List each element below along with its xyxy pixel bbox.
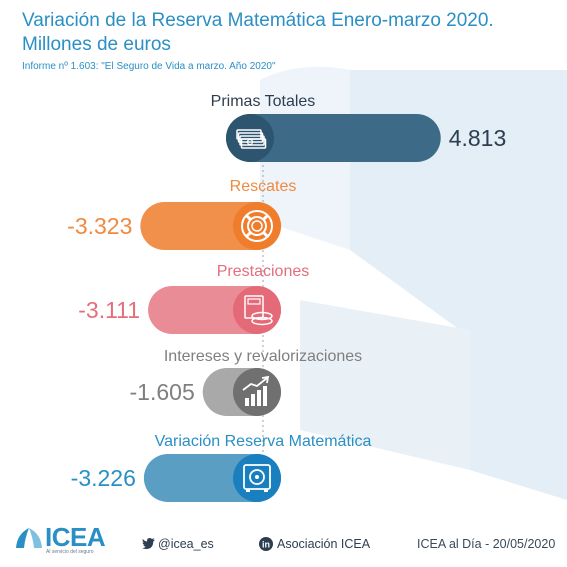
value-label: -3.226 bbox=[71, 465, 136, 491]
icea-logo-icon bbox=[16, 528, 42, 548]
coins-calculator-icon bbox=[244, 295, 273, 326]
date-note: ICEA al Día - 20/05/2020 bbox=[417, 537, 556, 551]
growth-chart-icon bbox=[242, 375, 270, 406]
category-label: Intereses y revalorizaciones bbox=[164, 348, 362, 365]
value-label: -3.323 bbox=[67, 213, 132, 239]
page-title: Variación de la Reserva Matemática Enero… bbox=[22, 10, 494, 55]
category-label: Rescates bbox=[230, 178, 297, 195]
bar-icon-circle-2 bbox=[233, 286, 281, 334]
svg-text:in: in bbox=[262, 540, 270, 550]
category-label: Variación Reserva Matemática bbox=[155, 433, 372, 450]
banknotes-icon bbox=[236, 129, 267, 149]
linkedin-icon[interactable]: in bbox=[259, 537, 273, 551]
linkedin-name[interactable]: Asociación ICEA bbox=[277, 537, 371, 551]
value-label: -3.111 bbox=[78, 297, 140, 323]
lifebuoy-icon bbox=[241, 210, 273, 242]
bar-icon-circle-0 bbox=[226, 114, 274, 162]
icea-logo-text: ICEA bbox=[45, 522, 106, 552]
bar-icon-circle-1 bbox=[233, 202, 281, 250]
twitter-icon[interactable] bbox=[142, 538, 155, 549]
bar-0 bbox=[226, 114, 441, 162]
safe-icon bbox=[243, 464, 271, 492]
twitter-handle[interactable]: @icea_es bbox=[158, 537, 214, 551]
value-label: 4.813 bbox=[449, 125, 507, 151]
page-subtitle: Informe nº 1.603: "El Seguro de Vida a m… bbox=[22, 61, 276, 72]
icea-logo-tagline: Al servicio del seguro bbox=[46, 549, 94, 555]
category-label: Primas Totales bbox=[211, 93, 316, 110]
category-label: Prestaciones bbox=[217, 263, 310, 280]
value-label: -1.605 bbox=[130, 379, 195, 405]
